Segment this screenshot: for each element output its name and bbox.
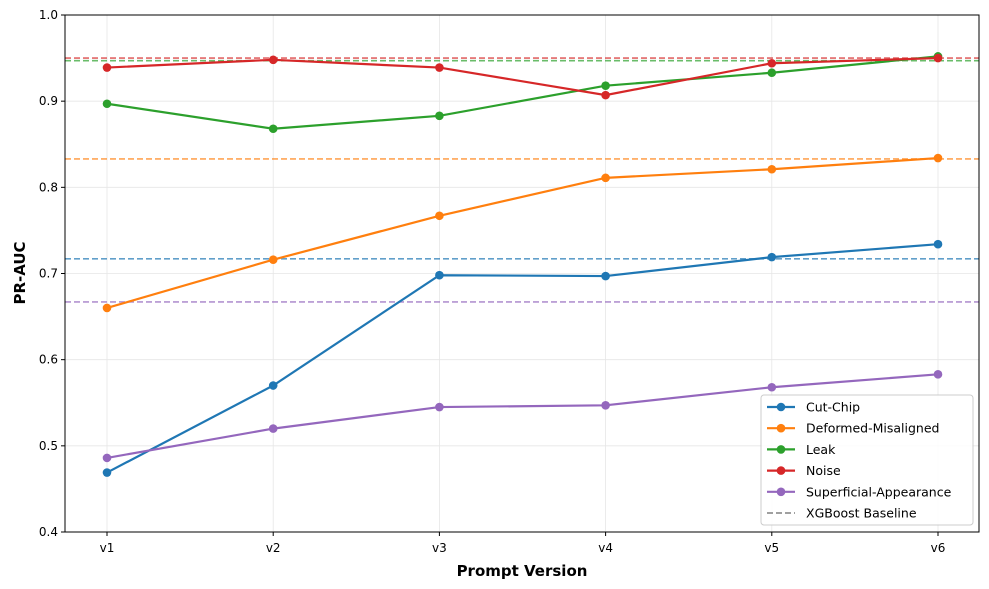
legend-marker (776, 423, 786, 433)
data-point-superficial-appearance (268, 424, 278, 433)
legend-label: Leak (806, 442, 836, 457)
data-point-noise (933, 53, 943, 63)
x-tick-label: v5 (764, 541, 779, 555)
series-line-leak (106, 55, 939, 130)
data-point-deformed-misaligned (268, 255, 278, 265)
data-point-noise (268, 55, 278, 65)
data-point-deformed-misaligned (102, 303, 112, 313)
legend-label: Superficial-Appearance (806, 484, 952, 499)
legend-label: XGBoost Baseline (806, 506, 917, 521)
legend-box (760, 394, 974, 526)
x-tick-label: v1 (100, 541, 115, 555)
legend-label: Cut-Chip (806, 400, 860, 415)
data-point-leak (435, 111, 444, 121)
data-point-leak (601, 81, 610, 90)
data-point-cut-chip (767, 252, 777, 262)
data-point-leak (102, 99, 112, 109)
y-tick-label: 0.4 (39, 525, 58, 539)
legend: Cut-Chip Deformed-Misaligned Leak Noise Supe… (760, 394, 974, 526)
data-point-superficial-appearance (601, 401, 610, 410)
x-tick-label: v3 (432, 541, 447, 555)
legend-marker (776, 466, 786, 475)
data-point-superficial-appearance (435, 402, 444, 412)
data-point-superficial-appearance (933, 370, 943, 379)
series-line-noise (106, 56, 939, 97)
data-point-noise (601, 90, 610, 100)
y-tick-label: 0.8 (39, 180, 58, 194)
x-tick-label: v4 (598, 541, 613, 555)
data-point-leak (268, 124, 278, 134)
data-point-superficial-appearance (767, 382, 777, 392)
data-point-deformed-misaligned (435, 211, 444, 221)
x-tick-label: v6 (931, 541, 946, 555)
data-point-cut-chip (268, 381, 278, 390)
data-point-deformed-misaligned (767, 164, 777, 174)
series-line-superficial-appearance (106, 373, 939, 459)
data-point-noise (435, 63, 444, 72)
x-axis-label: Prompt Version (457, 562, 588, 580)
y-tick-label: 0.6 (39, 353, 58, 367)
data-point-noise (102, 63, 112, 72)
data-point-noise (767, 58, 777, 68)
data-point-deformed-misaligned (601, 173, 610, 183)
data-point-leak (767, 68, 777, 78)
x-tick-label: v2 (266, 541, 281, 555)
data-point-cut-chip (601, 271, 610, 281)
data-point-deformed-misaligned (933, 153, 943, 163)
y-tick-label: 0.7 (39, 267, 58, 281)
legend-marker (776, 445, 786, 454)
legend-marker (776, 487, 786, 497)
legend-label: Deformed-Misaligned (806, 421, 939, 436)
data-point-superficial-appearance (102, 453, 112, 463)
series-line-cut-chip (106, 243, 939, 474)
legend-marker (776, 402, 786, 412)
data-point-cut-chip (102, 468, 112, 477)
y-tick-label: 0.5 (39, 439, 58, 453)
legend-label: Noise (806, 463, 841, 478)
y-axis-label: PR-AUC (11, 241, 29, 304)
y-tick-label: 1.0 (39, 8, 58, 22)
y-tick-label: 0.9 (39, 94, 58, 108)
series-line-deformed-misaligned (106, 156, 939, 310)
data-point-cut-chip (435, 270, 444, 280)
data-point-cut-chip (933, 239, 943, 249)
